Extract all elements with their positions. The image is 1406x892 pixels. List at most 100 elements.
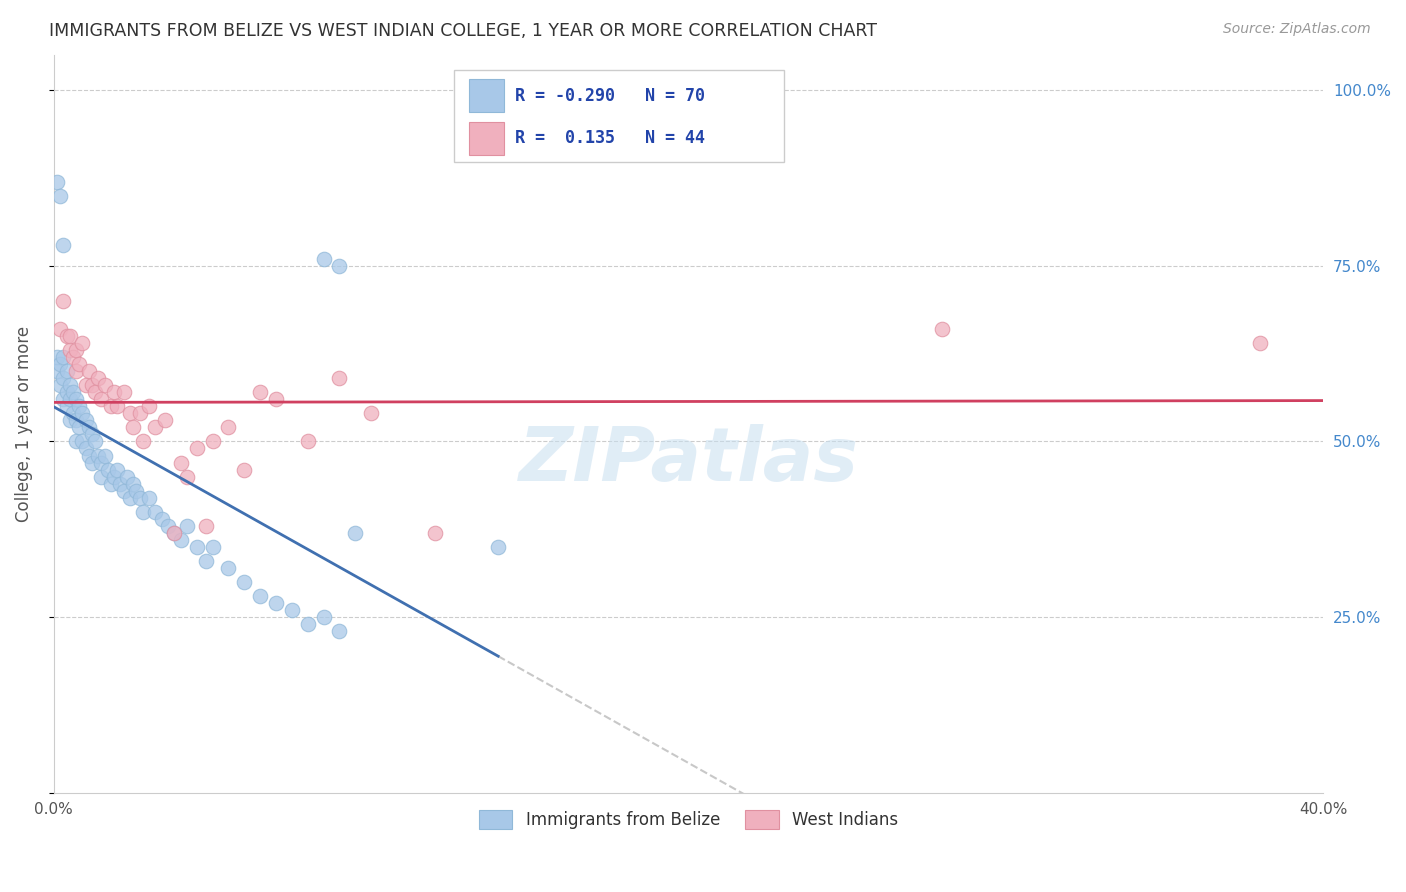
Point [93,378,115,392]
Point [145,505,167,519]
Y-axis label: College, 1 year or more: College, 1 year or more [15,326,32,522]
Point [55,400,77,414]
Point [80,378,103,392]
Point [328,259,350,273]
Point [80,456,103,470]
Point [264,596,287,610]
Point [153,413,176,427]
Text: IMMIGRANTS FROM BELIZE VS WEST INDIAN COLLEGE, 1 YEAR OR MORE CORRELATION CHART: IMMIGRANTS FROM BELIZE VS WEST INDIAN CO… [49,22,877,40]
Point [249,385,271,400]
Point [344,525,367,540]
Point [115,469,138,483]
Point [93,449,115,463]
Point [217,561,239,575]
Point [75,413,97,427]
Point [67,420,90,434]
Point [112,385,135,400]
Point [150,512,173,526]
Point [1249,336,1271,351]
Point [195,554,218,568]
FancyBboxPatch shape [470,121,505,154]
Point [103,385,125,400]
Point [128,491,150,505]
Point [65,364,87,378]
Point [118,406,141,420]
Point [131,505,153,519]
Point [138,491,160,505]
Point [65,392,87,407]
Point [186,540,208,554]
Point [46,350,69,364]
Point [80,427,103,442]
Point [201,540,224,554]
Point [195,518,218,533]
Point [233,574,256,589]
Point [62,350,84,364]
Point [72,434,94,449]
Point [84,434,107,449]
FancyBboxPatch shape [454,70,783,162]
Legend: Immigrants from Belize, West Indians: Immigrants from Belize, West Indians [472,804,904,836]
Point [233,462,256,476]
Point [46,364,69,378]
Point [49,378,72,392]
Point [62,406,84,420]
Point [131,434,153,449]
Point [145,420,167,434]
Point [52,237,75,252]
Point [281,603,304,617]
Point [170,533,193,547]
Point [100,400,122,414]
Point [75,442,97,456]
Point [100,476,122,491]
Point [249,589,271,603]
Point [103,469,125,483]
Point [65,434,87,449]
Point [52,371,75,385]
Point [55,385,77,400]
Point [328,624,350,639]
Point [77,449,100,463]
Point [122,420,145,434]
Point [59,392,82,407]
Point [931,322,953,336]
Point [176,469,198,483]
Point [163,525,186,540]
FancyBboxPatch shape [470,79,505,112]
Point [46,175,69,189]
Point [52,350,75,364]
Point [55,364,77,378]
Point [312,610,335,624]
Point [59,343,82,358]
Point [84,385,107,400]
Point [297,434,319,449]
Point [49,322,72,336]
Point [157,518,180,533]
Point [138,400,160,414]
Point [59,329,82,343]
Point [52,392,75,407]
Point [59,413,82,427]
Point [312,252,335,266]
Point [65,413,87,427]
Point [217,420,239,434]
Point [87,371,110,385]
Point [486,540,509,554]
Point [49,357,72,371]
Point [360,406,382,420]
Point [67,400,90,414]
Text: Source: ZipAtlas.com: Source: ZipAtlas.com [1223,22,1371,37]
Point [423,525,446,540]
Point [110,476,132,491]
Point [105,400,128,414]
Point [128,406,150,420]
Point [297,617,319,632]
Point [176,518,198,533]
Point [125,483,148,498]
Point [87,449,110,463]
Point [72,406,94,420]
Text: ZIPatlas: ZIPatlas [519,425,859,497]
Point [170,456,193,470]
Point [163,525,186,540]
Point [77,420,100,434]
